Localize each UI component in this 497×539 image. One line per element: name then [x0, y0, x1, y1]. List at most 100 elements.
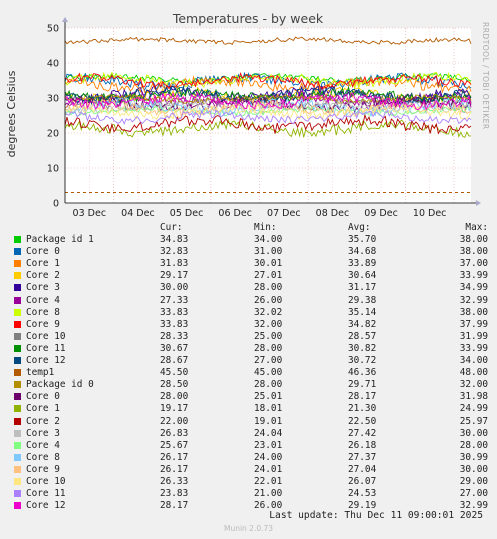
series-line [64, 91, 472, 112]
temperature-chart: Temperatures - by week degrees Celsius R… [5, 11, 490, 219]
legend-series-name: Core 4 [26, 294, 60, 306]
legend-min: 28.00 [254, 342, 283, 354]
x-tick-label: 05 Dec [170, 208, 204, 219]
legend-avg: 30.64 [348, 270, 377, 282]
legend-cur: 32.83 [160, 246, 189, 258]
legend-max: 38.00 [459, 306, 488, 318]
legend-cur: 33.83 [160, 306, 189, 318]
legend-avg: 29.19 [348, 500, 377, 512]
legend-min: 21.00 [254, 488, 283, 500]
legend-row: Package id 1 34.83 34.00 35.70 38.00 [14, 234, 489, 246]
legend-min: 34.00 [254, 234, 283, 246]
series-line [64, 75, 472, 94]
legend-min: 23.01 [254, 439, 283, 451]
legend-max: 32.00 [459, 379, 488, 391]
legend-cur: 26.17 [160, 463, 189, 475]
munin-version: Munin 2.0.73 [223, 524, 274, 533]
legend-series-name: Core 12 [26, 355, 66, 367]
legend-min: 27.01 [254, 270, 283, 282]
legend-swatch [14, 332, 21, 340]
legend-cur: 25.67 [160, 439, 189, 451]
series-lines [64, 36, 472, 193]
legend-cur: 33.83 [160, 318, 189, 330]
legend-cur: 22.00 [160, 415, 189, 427]
legend-cur: 30.67 [160, 342, 189, 354]
legend-min: 24.01 [254, 463, 283, 475]
legend-row: Core 10 26.33 22.01 26.07 29.00 [14, 476, 489, 488]
y-tick-label: 50 [47, 24, 59, 35]
legend-cur: 28.67 [160, 355, 189, 367]
legend-min: 18.01 [254, 403, 283, 415]
legend-row: temp1 45.50 45.00 46.36 48.00 [14, 367, 489, 379]
last-update: Last update: Thu Dec 11 09:00:01 2025 [269, 510, 483, 521]
legend-series-name: Package id 1 [26, 234, 94, 246]
legend-cur: 30.00 [160, 282, 189, 294]
legend-series-name: Core 4 [26, 439, 60, 451]
legend-min: 25.00 [254, 330, 283, 342]
legend-row: Core 4 25.67 23.01 26.18 28.00 [14, 440, 489, 452]
legend-min: 24.04 [254, 427, 283, 439]
legend-max: 31.99 [459, 330, 488, 342]
legend-max: 25.97 [459, 415, 488, 427]
legend-avg: 27.04 [348, 463, 377, 475]
legend-swatch [14, 490, 21, 498]
legend-max: 33.99 [459, 270, 488, 282]
legend-min: 32.00 [254, 318, 283, 330]
legend-avg: 34.68 [348, 246, 377, 258]
legend-max: 34.99 [459, 282, 488, 294]
legend-row: Core 3 26.83 24.04 27.42 30.00 [14, 428, 489, 440]
legend-avg: 27.42 [348, 427, 377, 439]
legend-max: 30.99 [459, 451, 488, 463]
legend-avg: 29.38 [348, 294, 377, 306]
legend-row: Core 11 30.67 28.00 30.82 33.99 [14, 343, 489, 355]
legend-avg: 35.14 [348, 306, 377, 318]
y-tick-label: 0 [53, 199, 59, 210]
legend-max: 29.00 [459, 475, 488, 487]
legend-swatch [14, 393, 21, 401]
y-axis-arrow [62, 17, 68, 22]
legend-cur: 45.50 [160, 367, 189, 379]
x-tick-label: 03 Dec [73, 208, 107, 219]
x-axis-arrow [476, 200, 481, 206]
legend-avg: 31.17 [348, 282, 377, 294]
legend-max: 38.00 [459, 234, 488, 246]
series-line [64, 98, 472, 119]
legend-row: Core 1 31.83 30.01 33.89 37.00 [14, 258, 489, 270]
legend-max: 34.00 [459, 355, 488, 367]
legend-avg: 29.71 [348, 379, 377, 391]
legend-swatch [14, 296, 21, 304]
legend-row: Core 12 28.67 27.00 30.72 34.00 [14, 355, 489, 367]
legend-min: 28.00 [254, 379, 283, 391]
legend-cur: 28.17 [160, 500, 189, 512]
axes: 0 10 20 30 40 50 03 Dec 04 Dec 05 Dec 06 Dec 07 De… [47, 17, 481, 219]
y-tick-label: 10 [47, 164, 59, 175]
legend-series-name: Core 10 [26, 330, 66, 342]
legend-min: 26.00 [254, 294, 283, 306]
legend-avg: 46.36 [348, 367, 377, 379]
legend-avg: 21.30 [348, 403, 377, 415]
legend-cur: 27.33 [160, 294, 189, 306]
x-tick-label: 09 Dec [364, 208, 398, 219]
legend-series-name: Package id 0 [26, 379, 94, 391]
legend-avg: 33.89 [348, 258, 377, 270]
y-tick-label: 40 [47, 59, 59, 70]
legend-avg: 30.82 [348, 342, 377, 354]
series-line [64, 71, 472, 90]
legend-series-name: Core 11 [26, 342, 66, 354]
series-line [64, 85, 472, 105]
legend-row: Core 0 32.83 31.00 34.68 38.00 [14, 246, 489, 258]
legend-max: 30.00 [459, 427, 488, 439]
legend-header: Cur: Min: Avg: Max: [14, 222, 489, 234]
legend-cur: 31.83 [160, 258, 189, 270]
legend-swatch [14, 344, 21, 352]
legend-max: 30.00 [459, 463, 488, 475]
legend-series-name: Core 11 [26, 488, 66, 500]
legend-row: Core 0 28.00 25.01 28.17 31.98 [14, 391, 489, 403]
legend-series-name: Core 1 [26, 403, 60, 415]
chart-title: Temperatures - by week [172, 11, 324, 26]
legend-cur: 28.50 [160, 379, 189, 391]
legend-min: 32.02 [254, 306, 283, 318]
legend-series-name: Core 1 [26, 258, 60, 270]
legend-avg: 24.53 [348, 488, 377, 500]
legend-swatch [14, 284, 21, 292]
